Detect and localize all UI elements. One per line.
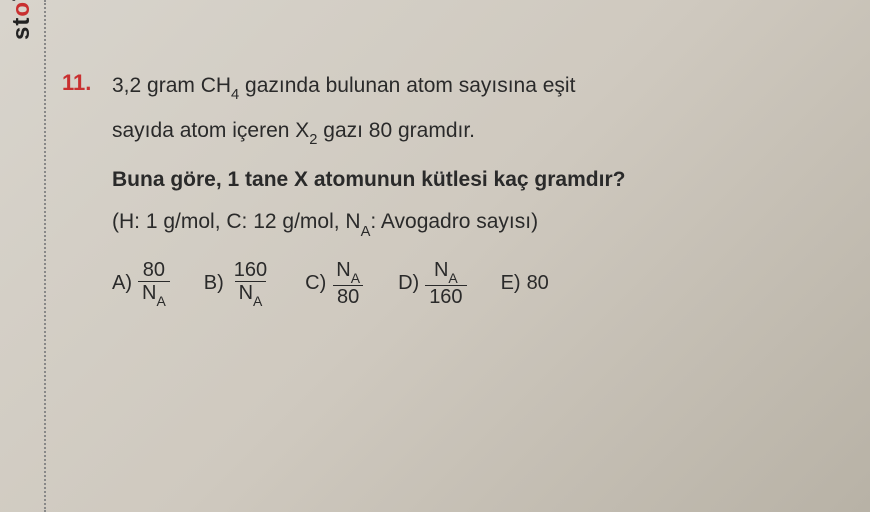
option-c-fraction: NA 80 bbox=[332, 259, 364, 307]
answer-options: A) 80 NA B) 160 NA C) NA bbox=[112, 259, 840, 307]
question-line-1: 3,2 gram CH4 gazında bulunan atom sayısı… bbox=[112, 70, 840, 105]
question-number: 11. bbox=[62, 70, 98, 96]
question-body: 3,2 gram CH4 gazında bulunan atom sayısı… bbox=[112, 70, 840, 308]
option-a: A) 80 NA bbox=[112, 259, 170, 307]
option-a-label: A) bbox=[112, 268, 132, 299]
option-c: C) NA 80 bbox=[305, 259, 364, 307]
side-text-t: T bbox=[8, 0, 35, 1]
question-block: 11. 3,2 gram CH4 gazında bulunan atom sa… bbox=[62, 70, 840, 308]
option-e-value: 80 bbox=[527, 268, 549, 299]
option-c-label: C) bbox=[305, 268, 326, 299]
option-a-fraction: 80 NA bbox=[138, 259, 170, 307]
option-b-fraction: 160 NA bbox=[230, 259, 271, 307]
side-brand-label: stoT bbox=[8, 0, 36, 40]
question-row: 11. 3,2 gram CH4 gazında bulunan atom sa… bbox=[62, 70, 840, 308]
option-e-label: E) bbox=[501, 268, 521, 299]
question-line-2: sayıda atom içeren X2 gazı 80 gramdır. bbox=[112, 115, 840, 150]
dotted-divider bbox=[44, 0, 46, 512]
question-given: (H: 1 g/mol, C: 12 g/mol, NA: Avogadro s… bbox=[112, 206, 840, 241]
option-d-fraction: NA 160 bbox=[425, 259, 466, 307]
option-d-label: D) bbox=[398, 268, 419, 299]
option-b-label: B) bbox=[204, 268, 224, 299]
question-bold: Buna göre, 1 tane X atomunun kütlesi kaç… bbox=[112, 164, 840, 197]
option-b: B) 160 NA bbox=[204, 259, 271, 307]
option-d: D) NA 160 bbox=[398, 259, 466, 307]
side-text-rest: st bbox=[8, 17, 35, 40]
option-e: E) 80 bbox=[501, 268, 549, 299]
side-text-o: o bbox=[8, 1, 35, 17]
